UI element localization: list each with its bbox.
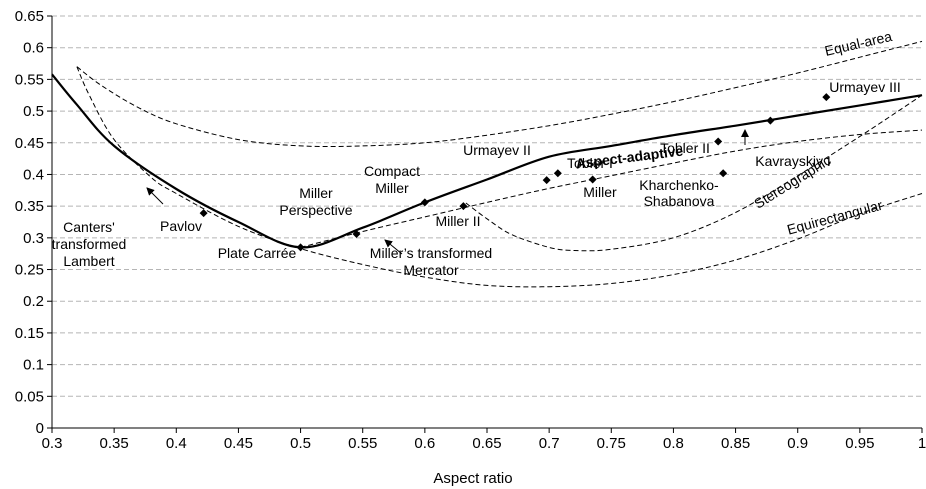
x-tick-label: 1 bbox=[918, 435, 926, 452]
series-line-4 bbox=[465, 94, 923, 252]
label-plate-carree: Plate Carrée bbox=[218, 245, 297, 261]
y-tick-labels: 0 0.05 0.1 0.15 0.2 0.25 0.3 0.35 0.4 0.45 0.5 0.55… bbox=[15, 8, 44, 437]
y-tick-label: 0.65 bbox=[15, 8, 44, 25]
y-tick-label: 0.6 bbox=[23, 40, 44, 57]
label-pavlov: Pavlov bbox=[160, 218, 202, 234]
x-tick-label: 0.3 bbox=[42, 435, 63, 452]
y-tick-label: 0.25 bbox=[15, 262, 44, 279]
x-tick-label: 0.65 bbox=[472, 435, 501, 452]
marker-10 bbox=[766, 116, 775, 125]
y-tick-label: 0.2 bbox=[23, 293, 44, 310]
label-urmayev-ii: Urmayev II bbox=[463, 142, 531, 158]
y-tick-label: 0.1 bbox=[23, 357, 44, 374]
y-tick-label: 0.3 bbox=[23, 230, 44, 247]
label-canters-1: Canters' bbox=[63, 219, 115, 235]
label-kavrayskiy: Kavrayskiy I bbox=[755, 153, 830, 169]
label-tobler-i: Tobler I bbox=[567, 155, 613, 171]
x-tick-label: 0.45 bbox=[224, 435, 253, 452]
annotations: Equal-area Aspect-adaptive Stereographic… bbox=[52, 28, 901, 278]
arrow-canters bbox=[146, 187, 164, 205]
x-tick-label: 0.5 bbox=[290, 435, 311, 452]
x-tick-label: 0.8 bbox=[663, 435, 684, 452]
label-miller-perspective-2: Perspective bbox=[279, 202, 352, 218]
x-tick-label: 0.6 bbox=[414, 435, 435, 452]
x-tick-labels: 0.3 0.35 0.4 0.45 0.5 0.55 0.6 0.65 0.7 0.75 0.8 0.… bbox=[42, 435, 926, 452]
x-tick-label: 0.7 bbox=[539, 435, 560, 452]
marker-3 bbox=[420, 198, 429, 207]
label-miller-perspective-1: Miller bbox=[299, 185, 333, 201]
y-tick-label: 0.15 bbox=[15, 325, 44, 342]
y-tick-label: 0.55 bbox=[15, 71, 44, 88]
label-canters-2: transformed bbox=[52, 236, 127, 252]
marker-8 bbox=[714, 137, 723, 146]
marker-2 bbox=[352, 230, 361, 239]
label-equirectangular: Equirectangular bbox=[785, 197, 884, 238]
y-tick-label: 0.45 bbox=[15, 135, 44, 152]
marker-6 bbox=[553, 169, 562, 178]
label-canters-3: Lambert bbox=[63, 253, 114, 269]
marker-0 bbox=[199, 209, 208, 218]
label-compact-miller-2: Miller bbox=[375, 180, 409, 196]
label-compact-miller-1: Compact bbox=[364, 163, 420, 179]
label-urmayev-iii: Urmayev III bbox=[829, 79, 901, 95]
y-tick-label: 0.4 bbox=[23, 166, 44, 183]
label-kharchenko-2: Shabanova bbox=[644, 193, 715, 209]
series-lines bbox=[51, 40, 923, 288]
marker-5 bbox=[542, 176, 551, 185]
x-axis-label: Aspect ratio bbox=[433, 470, 512, 487]
marker-11 bbox=[822, 93, 831, 102]
x-tick-label: 0.4 bbox=[166, 435, 187, 452]
label-equal-area: Equal-area bbox=[823, 28, 894, 59]
series-line-2 bbox=[76, 66, 923, 288]
label-tobler-ii: Tobler II bbox=[660, 140, 710, 156]
markers bbox=[199, 93, 831, 252]
label-miller-ii: Miller II bbox=[435, 213, 480, 229]
x-tick-label: 0.35 bbox=[100, 435, 129, 452]
marker-1 bbox=[296, 243, 305, 252]
y-tick-label: 0.5 bbox=[23, 103, 44, 120]
series-line-1 bbox=[76, 40, 923, 148]
arrow-millers-transformed bbox=[384, 239, 403, 255]
x-tick-label: 0.55 bbox=[348, 435, 377, 452]
y-tick-label: 0.35 bbox=[15, 198, 44, 215]
marker-7 bbox=[588, 175, 597, 184]
series-line-0 bbox=[51, 73, 923, 249]
marker-4 bbox=[459, 202, 468, 211]
label-millers-transformed-1: Miller’s transformed bbox=[370, 245, 492, 261]
x-tick-label: 0.9 bbox=[787, 435, 808, 452]
x-tick-label: 0.85 bbox=[721, 435, 750, 452]
x-tick-label: 0.75 bbox=[597, 435, 626, 452]
label-kharchenko-1: Kharchenko- bbox=[639, 177, 719, 193]
marker-9 bbox=[719, 169, 728, 178]
x-tick-label: 0.95 bbox=[845, 435, 874, 452]
label-miller: Miller bbox=[583, 184, 617, 200]
y-tick-label: 0.05 bbox=[15, 388, 44, 405]
axes bbox=[47, 15, 923, 433]
y-tick-label: 0 bbox=[36, 420, 44, 437]
pointer-arrows bbox=[146, 129, 749, 255]
label-millers-transformed-2: Mercator bbox=[403, 262, 459, 278]
grid bbox=[52, 15, 922, 397]
